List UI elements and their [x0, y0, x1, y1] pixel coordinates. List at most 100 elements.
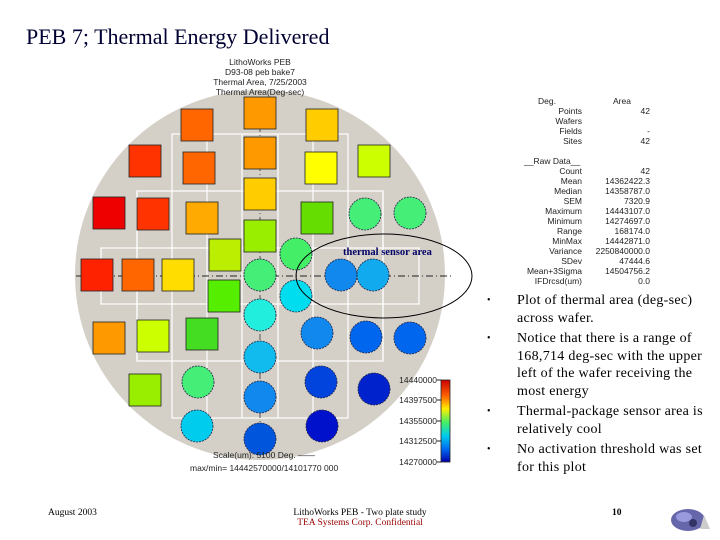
bullet-text: No activation threshold was set for this…: [517, 442, 703, 475]
wafer-site-circle: [393, 196, 427, 230]
wafer-site-circle: [348, 197, 382, 231]
wafer-site-square: [136, 319, 170, 353]
stats-row: MinMax 14442871.0: [510, 236, 654, 246]
colorbar-label: 14312500: [399, 436, 437, 446]
page-number: 10: [612, 508, 622, 518]
sensor-area-label: thermal sensor area: [343, 247, 433, 258]
bullet-text: Plot of thermal area (deg-sec) across wa…: [517, 293, 693, 326]
stats-value: 2250840000.0: [595, 246, 650, 256]
stats-label: Variance: [549, 246, 582, 256]
stats-label: Minimum: [547, 216, 582, 226]
stats-row: Wafers: [510, 116, 654, 126]
wafer-site-circle: [243, 258, 277, 292]
wafer-site-square: [300, 201, 334, 235]
stats-value: 47444.6: [619, 256, 650, 266]
stats-value: 168174.0: [614, 226, 650, 236]
raw-data-title-text: __Raw Data__: [524, 156, 581, 166]
stats-row: Points 42: [510, 106, 654, 116]
stats-row: Minimum 14274697.0: [510, 216, 654, 226]
wafer-site-square: [182, 151, 216, 185]
wafer-site-circle: [356, 258, 390, 292]
stats-row: SDev 47444.6: [510, 256, 654, 266]
wafer-site-square: [185, 201, 219, 235]
stats-header-label: Deg.: [538, 96, 556, 106]
stats-row: Median 14358787.0: [510, 186, 654, 196]
wafer-site-square: [161, 258, 195, 292]
bullet-item: • Notice that there is a range of 168,714…: [483, 330, 713, 400]
wafer-site-square: [357, 144, 391, 178]
stats-header: Deg. Area: [510, 96, 654, 106]
plot-header-line: Thermal Area, 7/25/2003: [213, 77, 307, 87]
wafer-site-square: [128, 144, 162, 178]
maxmin-text: max/min= 14442570000/14101770 000: [190, 463, 339, 473]
stats-label: Sites: [563, 136, 582, 146]
colorbar-label: 14355000: [399, 416, 437, 426]
plot-header: LithoWorks PEB D93-08 peb bake7 Thermal …: [190, 57, 330, 97]
wafer-site-circle: [181, 365, 215, 399]
wafer-site-square: [136, 197, 170, 231]
stats-value: 14274697.0: [605, 216, 650, 226]
wafer-site-square: [243, 177, 277, 211]
wafer-site-circle: [243, 340, 277, 374]
stats-value: [586, 116, 650, 126]
stats-row: IFDrcsd(um) 0.0: [510, 276, 654, 286]
colorbar-ticks: [437, 379, 441, 463]
wafer-site-square: [207, 279, 241, 313]
colorbar-label: 14270000: [399, 457, 437, 467]
wafer-site-circle: [243, 380, 277, 414]
stats-label: Mean: [560, 176, 582, 186]
bullet-text: Thermal-package sensor area is relativel…: [517, 404, 703, 437]
bullet-item: • Plot of thermal area (deg-sec) across w…: [483, 292, 713, 327]
stats-label: Range: [556, 226, 582, 236]
wafer-site-circle: [357, 372, 391, 406]
wafer-site-square: [92, 321, 126, 355]
stats-row: Range 168174.0: [510, 226, 654, 236]
company-logo: [671, 509, 710, 531]
wafer-site-square: [305, 108, 339, 142]
bullet-list: • Plot of thermal area (deg-sec) across w…: [483, 292, 713, 479]
stats-value: 42: [640, 106, 650, 116]
stats-row: Variance 2250840000.0: [510, 246, 654, 256]
stats-value: 14358787.0: [605, 186, 650, 196]
wafer-site-circle: [243, 298, 277, 332]
plot-header-line: LithoWorks PEB: [229, 57, 291, 67]
wafer-site-square: [180, 108, 214, 142]
stats-label: Count: [559, 166, 582, 176]
stats-label: MinMax: [552, 236, 582, 246]
stats-label: Median: [554, 186, 582, 196]
stats-label: IFDrcsd(um): [534, 276, 582, 286]
stats-value: 42: [640, 136, 650, 146]
bullet-icon: •: [487, 406, 491, 417]
stats-row: Sites 42: [510, 136, 654, 146]
wafer-site-circle: [305, 409, 339, 443]
stats-label: Mean+3Sigma: [526, 266, 582, 276]
wafer-site-circle: [279, 237, 313, 271]
stats-value: -: [647, 126, 650, 136]
bullet-icon: •: [487, 333, 491, 344]
stats-label: Maximum: [545, 206, 582, 216]
wafer-site-circle: [180, 409, 214, 443]
sensor-area-ellipse: [295, 233, 473, 319]
footer-center: LithoWorks PEB - Two plate study TEA Sys…: [260, 508, 460, 528]
wafer-site-circle: [393, 321, 427, 355]
bullet-text: Notice that there is a range of 168,714 …: [517, 331, 703, 399]
colorbar-label: 14397500: [399, 395, 437, 405]
wafer-site-square: [243, 136, 277, 170]
stats-label: Wafers: [555, 116, 582, 126]
stats-value: 14442871.0: [605, 236, 650, 246]
slide-title: PEB 7; Thermal Energy Delivered: [26, 24, 330, 49]
stats-value: 14362422.3: [605, 176, 650, 186]
wafer-site-square: [208, 238, 242, 272]
wafer-site-circle: [243, 422, 277, 456]
wafer-site-square: [80, 258, 114, 292]
stats-value: 42: [640, 166, 650, 176]
plot-header-line: Thermal Area(Deg-sec): [215, 87, 305, 97]
stats-label: Fields: [559, 126, 582, 136]
raw-data-title: __Raw Data__: [510, 156, 654, 166]
stats-row: Mean 14362422.3: [510, 176, 654, 186]
wafer-site-square: [121, 258, 155, 292]
scale-text: Scale(um): 5100 Deg. ——: [213, 450, 316, 460]
footer-date: August 2003: [48, 508, 97, 518]
stats-row: Fields -: [510, 126, 654, 136]
